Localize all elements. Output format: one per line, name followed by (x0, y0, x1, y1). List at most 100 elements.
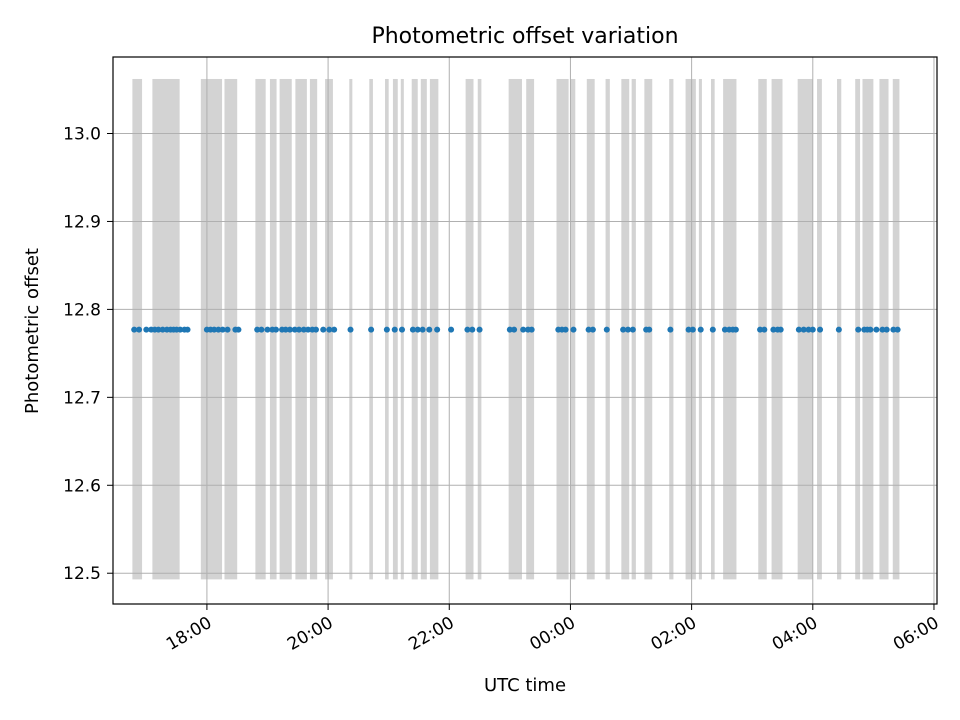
data-point (476, 326, 483, 333)
points-layer (131, 326, 901, 333)
data-point (620, 326, 627, 333)
data-point (155, 326, 162, 333)
x-tick-label: 04:00 (769, 613, 821, 655)
data-point (570, 326, 577, 333)
data-point (331, 326, 338, 333)
data-point (409, 326, 416, 333)
data-point (211, 326, 218, 333)
data-point (320, 326, 327, 333)
data-point (383, 326, 390, 333)
data-point (520, 326, 527, 333)
x-tick-label: 22:00 (405, 613, 457, 655)
data-point (136, 326, 143, 333)
data-point (867, 326, 874, 333)
data-point (159, 326, 166, 333)
data-point (835, 326, 842, 333)
x-tick-label: 02:00 (648, 613, 700, 655)
data-point (296, 326, 303, 333)
data-point (562, 326, 569, 333)
data-point (312, 326, 319, 333)
data-point (143, 326, 150, 333)
data-point (585, 326, 592, 333)
data-point (625, 326, 631, 333)
data-point (883, 326, 890, 333)
x-tick-label: 00:00 (527, 613, 579, 655)
data-point (368, 326, 375, 333)
data-point (235, 326, 242, 333)
data-point (224, 326, 231, 333)
y-tick-label: 12.8 (63, 300, 101, 320)
data-point (646, 326, 653, 333)
data-point (391, 326, 398, 333)
y-tick-label: 12.5 (63, 564, 101, 584)
data-point (291, 326, 298, 333)
data-point (282, 326, 289, 333)
data-point (603, 326, 610, 333)
data-point (464, 326, 471, 333)
y-axis-title: Photometric offset (22, 248, 43, 414)
y-tick-label: 13.0 (63, 125, 101, 145)
data-point (777, 326, 784, 333)
data-point (770, 326, 777, 333)
y-tick-label: 12.6 (63, 476, 101, 496)
data-point (184, 326, 191, 333)
data-point (809, 326, 816, 333)
x-tick-label: 06:00 (890, 613, 942, 655)
y-tick-label: 12.9 (63, 212, 101, 232)
observation-band (429, 78, 439, 580)
data-point (469, 326, 476, 333)
data-point (667, 326, 674, 333)
data-point (757, 326, 764, 333)
data-point (177, 326, 184, 333)
data-point (131, 326, 138, 333)
data-point (805, 326, 812, 333)
data-point (305, 326, 312, 333)
data-point (448, 326, 455, 333)
data-point (761, 326, 768, 333)
data-point (528, 326, 535, 333)
data-point (894, 326, 901, 333)
data-point (732, 326, 739, 333)
data-point (347, 326, 354, 333)
data-point (629, 326, 636, 333)
x-tick-label: 20:00 (284, 613, 336, 655)
data-point (426, 326, 433, 333)
chart-title: Photometric offset variation (371, 24, 678, 49)
x-tick-label: 18:00 (163, 613, 215, 655)
data-point (721, 326, 728, 333)
data-point (709, 326, 716, 333)
data-point (800, 326, 807, 333)
data-point (399, 326, 406, 333)
data-point (697, 326, 704, 333)
data-point (879, 326, 886, 333)
data-point (511, 326, 518, 333)
x-axis: 18:00 20:00 22:00 00:00 02:00 04:00 06:00 (163, 604, 942, 655)
data-point (326, 326, 333, 333)
plot-frame (112, 56, 938, 605)
data-point (414, 326, 421, 333)
y-tick-label: 12.7 (63, 388, 101, 408)
data-point (272, 326, 279, 333)
data-point (873, 326, 880, 333)
data-point (286, 326, 293, 333)
x-axis-title: UTC time (484, 675, 566, 696)
data-point (506, 326, 513, 333)
data-point (258, 326, 265, 333)
data-point (215, 326, 222, 333)
data-point (855, 326, 862, 333)
data-point (589, 326, 596, 333)
data-point (219, 326, 226, 333)
data-point (817, 326, 824, 333)
data-point (264, 326, 271, 333)
data-point (434, 326, 441, 333)
data-point (300, 326, 307, 333)
data-point (254, 326, 261, 333)
data-point (419, 326, 426, 333)
data-point (795, 326, 802, 333)
data-point (890, 326, 897, 333)
observation-band (224, 78, 238, 580)
y-axis: 12.5 12.6 12.7 12.8 12.9 13.0 (63, 125, 113, 584)
data-point (685, 326, 692, 333)
data-point (689, 326, 696, 333)
